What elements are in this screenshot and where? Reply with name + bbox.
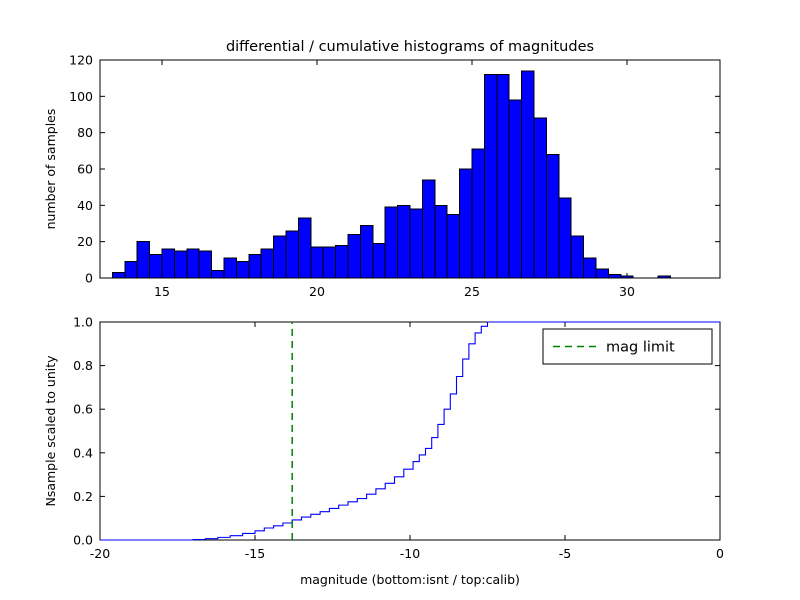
y-tick-label: 0.8 — [73, 358, 93, 373]
x-tick-label: -10 — [400, 546, 420, 561]
histogram-bar — [260, 248, 275, 279]
histogram-bar — [173, 250, 188, 279]
top-histogram-plot: 15 20 25 30 0 20 40 60 80 100 120 — [69, 53, 721, 299]
histogram-bar — [273, 235, 287, 279]
y-tick-label: 0.2 — [73, 489, 93, 504]
top-axes-frame — [99, 59, 721, 279]
y-tick-label: 0 — [85, 271, 93, 286]
histogram-bar — [471, 148, 485, 279]
x-tick-label: 30 — [619, 284, 635, 299]
y-tick-label: 0.4 — [73, 445, 93, 460]
x-tick-label: 0 — [716, 546, 724, 561]
y-tick-label: 20 — [77, 234, 93, 249]
histogram-bar — [446, 213, 461, 279]
bottom-xlabel: magnitude (bottom:isnt / top:calib) — [300, 572, 520, 587]
histogram-bar — [347, 233, 361, 279]
x-tick-label: 20 — [309, 284, 325, 299]
y-tick-label: 1.0 — [73, 315, 93, 330]
bottom-cumulative-plot: -20 -15 -10 -5 0 0.0 0.2 0.4 0.6 0.8 1.0 — [73, 315, 724, 562]
x-tick-label: -20 — [90, 546, 110, 561]
histogram-bar — [607, 273, 622, 279]
legend: mag limit — [542, 328, 713, 365]
y-tick-label: 80 — [77, 125, 93, 140]
histogram-bar — [335, 244, 349, 279]
histogram-bar — [496, 74, 510, 279]
bottom-ylabel: Nsample scaled to unity — [43, 355, 58, 507]
top-ylabel: number of samples — [43, 109, 58, 230]
histogram-bar — [545, 153, 560, 279]
histogram-bar — [310, 246, 324, 279]
histogram-bar — [521, 70, 535, 279]
histogram-bar — [558, 197, 572, 279]
histogram-bar — [359, 224, 374, 279]
histogram-bar — [285, 230, 299, 279]
histogram-bar — [459, 168, 473, 279]
histogram-bar — [186, 248, 200, 279]
y-tick-label: 120 — [69, 53, 93, 68]
histogram-bar — [570, 235, 585, 279]
histogram-bar — [409, 208, 423, 279]
histogram-bar — [111, 272, 126, 279]
y-tick-label: 60 — [77, 162, 93, 177]
figure-title: differential / cumulative histograms of … — [226, 39, 594, 55]
legend-label: mag limit — [606, 340, 675, 356]
histogram-bar — [583, 257, 597, 279]
histogram-bar — [248, 253, 262, 279]
histogram-bar — [223, 257, 237, 279]
histogram-bar — [372, 242, 386, 279]
histogram-bar — [136, 241, 151, 279]
histogram-bar — [384, 206, 399, 279]
y-tick-label: 40 — [77, 198, 93, 213]
bottom-axes-frame — [99, 321, 721, 541]
histogram-bar — [235, 261, 250, 279]
histogram-bar — [434, 204, 448, 279]
histogram-bar — [508, 99, 523, 279]
histogram-bar — [124, 261, 138, 279]
x-tick-label: 15 — [154, 284, 170, 299]
y-tick-label: 0.6 — [73, 402, 93, 417]
histogram-bar — [297, 217, 312, 279]
histogram-bar — [198, 250, 213, 279]
x-tick-label: 25 — [464, 284, 480, 299]
histogram-bar — [595, 268, 609, 279]
y-tick-label: 100 — [69, 89, 93, 104]
histogram-bar — [397, 204, 411, 279]
histogram-bar — [161, 248, 175, 279]
histogram-bar — [149, 253, 163, 279]
histogram-bar — [483, 74, 498, 279]
histogram-bar — [421, 179, 436, 279]
histogram-bar — [322, 246, 337, 279]
histogram-bar — [211, 270, 225, 279]
histogram-bar — [533, 117, 547, 279]
x-tick-label: -15 — [245, 546, 265, 561]
y-tick-label: 0.0 — [73, 533, 93, 548]
cumulative-step-line — [100, 321, 720, 541]
x-tick-label: -5 — [559, 546, 571, 561]
